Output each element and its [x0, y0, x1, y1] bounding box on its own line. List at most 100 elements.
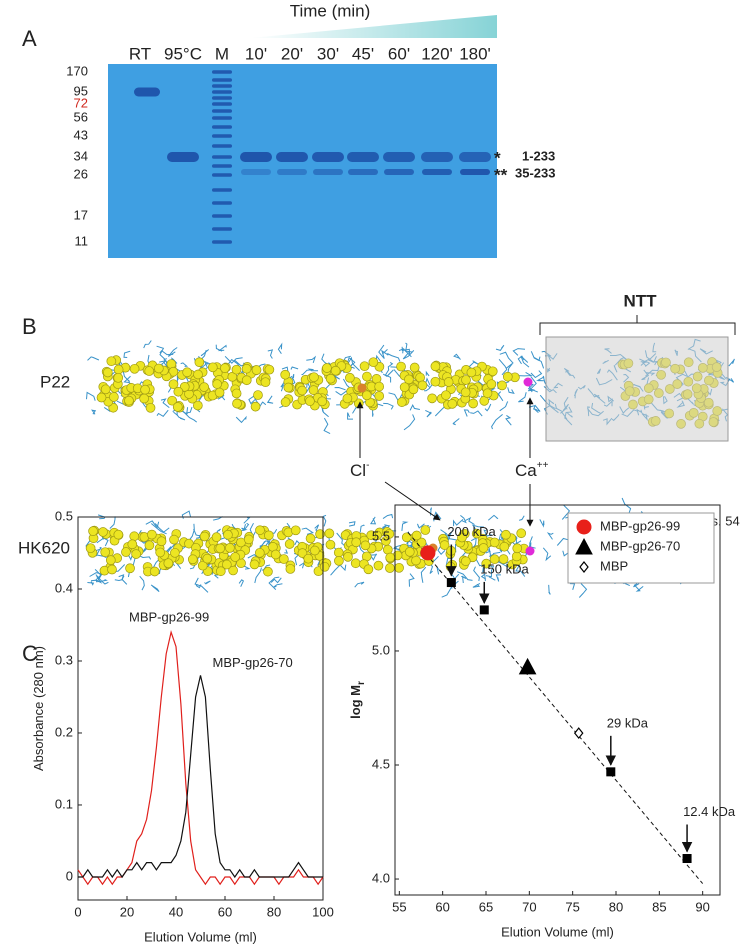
x-tick-label: 85	[652, 899, 666, 914]
bond	[505, 414, 512, 426]
bond	[248, 395, 256, 405]
atom	[409, 362, 420, 373]
atom	[408, 384, 419, 395]
atom	[315, 529, 325, 540]
atom	[441, 390, 451, 401]
atom	[225, 543, 235, 553]
x-tick-label: 80	[267, 904, 281, 919]
point	[446, 578, 456, 588]
atom	[172, 402, 183, 412]
gel-band	[459, 152, 491, 162]
ion-charge: -	[366, 460, 369, 471]
bond	[485, 565, 495, 578]
atom	[230, 552, 241, 562]
atom	[283, 382, 294, 393]
atom	[385, 563, 395, 573]
atom	[404, 374, 414, 385]
bond	[348, 521, 356, 527]
atom	[404, 546, 415, 557]
bond	[480, 573, 487, 581]
atom	[221, 559, 232, 570]
bond	[270, 577, 282, 584]
gel-band	[212, 227, 232, 231]
lane-label: RT	[129, 44, 151, 63]
atom	[478, 543, 489, 553]
bond	[529, 402, 537, 410]
atom	[113, 372, 124, 383]
atom	[290, 525, 301, 536]
atom	[168, 379, 179, 390]
bond	[483, 529, 492, 537]
y-tick-label: 4.0	[372, 870, 390, 885]
atom	[461, 375, 471, 385]
bond	[176, 375, 179, 383]
bond	[382, 369, 394, 378]
gel-band	[212, 96, 232, 100]
atom	[202, 553, 213, 564]
atom	[129, 363, 140, 374]
bond	[254, 567, 262, 584]
panel-label: B	[22, 314, 37, 339]
bond	[301, 369, 313, 376]
point	[606, 767, 616, 777]
bond	[468, 360, 479, 368]
y-tick-label: 0.4	[55, 580, 73, 595]
bond	[487, 514, 499, 521]
atom	[214, 387, 225, 398]
atom	[241, 375, 252, 386]
atom	[486, 379, 497, 390]
x-tick-label: 65	[479, 899, 493, 914]
series-label: MBP-gp26-70	[213, 655, 293, 670]
legend-label: MBP	[600, 558, 628, 573]
bond	[96, 537, 109, 547]
panel-label: A	[22, 26, 37, 51]
y-tick-label: 4.5	[372, 756, 390, 771]
marker-label: 72	[74, 95, 88, 110]
bond	[578, 583, 588, 598]
gel-band	[167, 152, 199, 162]
x-tick-label: 100	[312, 904, 334, 919]
x-tick-label: 90	[695, 899, 709, 914]
bond	[321, 405, 329, 418]
bond	[181, 510, 192, 519]
bond	[530, 351, 541, 362]
point	[579, 561, 589, 573]
atom	[466, 367, 477, 378]
atom	[192, 400, 203, 411]
atom	[430, 361, 441, 372]
bond	[143, 340, 152, 349]
atom	[489, 537, 500, 548]
plot-frame	[394, 504, 721, 896]
bond	[425, 377, 431, 389]
atom	[109, 392, 119, 402]
atom	[211, 532, 222, 542]
atom	[220, 363, 230, 374]
y-axis-label-text: Absorbance (280 nm)	[31, 646, 46, 771]
point	[576, 519, 592, 535]
atom	[411, 530, 422, 541]
bond	[194, 577, 209, 593]
lane-label: 45'	[352, 44, 374, 63]
bond	[97, 579, 108, 583]
atom	[501, 529, 511, 540]
atom	[193, 369, 203, 380]
bond	[728, 358, 735, 367]
atom	[361, 390, 372, 401]
x-tick-label: 70	[522, 899, 536, 914]
bond	[167, 347, 178, 357]
bond	[488, 551, 501, 557]
x-tick-label: 40	[169, 904, 183, 919]
bond	[495, 344, 505, 351]
bond	[424, 381, 435, 392]
marker-label: 95	[74, 83, 88, 98]
arrow	[384, 481, 441, 521]
bond	[473, 566, 480, 582]
atom	[127, 539, 138, 550]
atom	[401, 532, 412, 543]
atom	[280, 397, 291, 407]
gel-band	[212, 90, 232, 94]
series-label: MBP-gp26-99	[129, 610, 209, 625]
x-tick-label: 0	[74, 904, 81, 919]
atom	[499, 541, 510, 552]
